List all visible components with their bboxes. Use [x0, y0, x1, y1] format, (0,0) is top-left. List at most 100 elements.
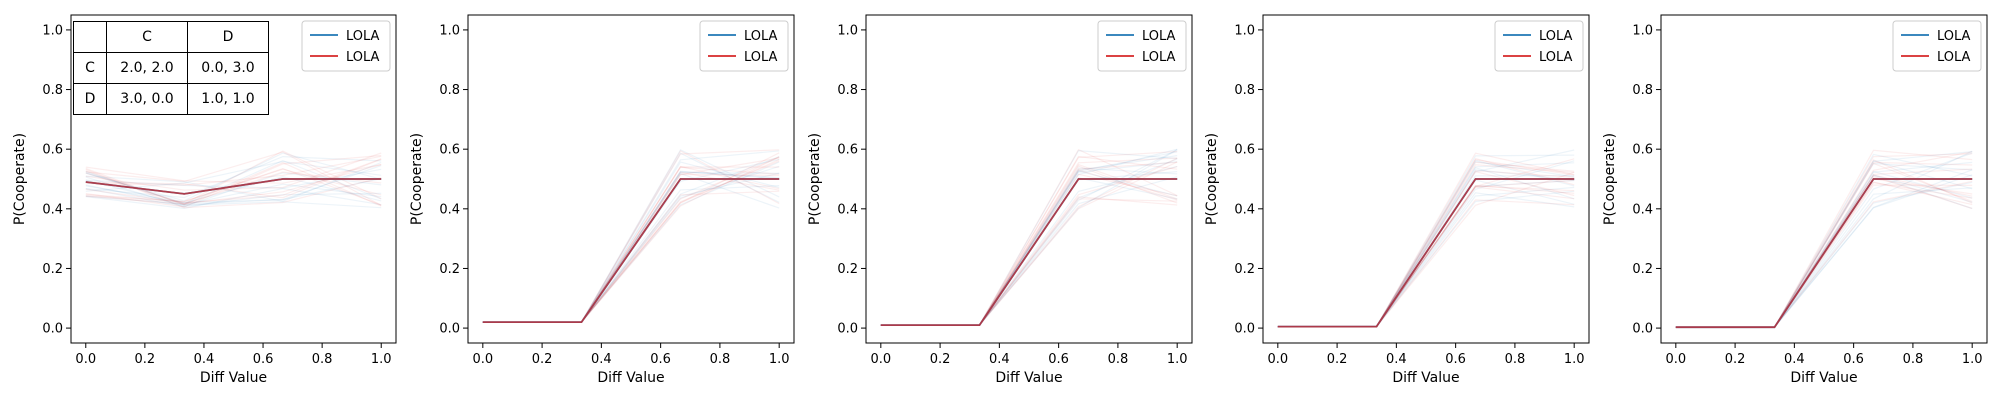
faint-trajectories [1277, 149, 1575, 328]
y-tick-label: 0.0 [1632, 322, 1653, 337]
payoff-row: C 2.0, 2.0 0.0, 3.0 [73, 52, 269, 84]
payoff-col-header: D [187, 21, 269, 53]
x-axis-label: Diff Value [995, 370, 1062, 386]
legend: LOLA LOLA [699, 20, 789, 72]
y-tick-label: 0.4 [42, 202, 63, 217]
axes-frame [1660, 14, 1988, 344]
legend-label: LOLA [1539, 50, 1573, 65]
y-tick-label: 0.8 [1632, 83, 1653, 98]
faint-trajectory [880, 196, 1178, 326]
payoff-row: D 3.0, 0.0 1.0, 1.0 [73, 83, 269, 115]
y-tick-label: 0.8 [42, 83, 63, 98]
x-tick-label: 0.0 [472, 352, 493, 367]
faint-trajectory [1277, 199, 1575, 328]
y-tick-label: 0.0 [1234, 322, 1255, 337]
y-tick-label: 0.6 [837, 143, 858, 158]
y-tick-label: 0.6 [1234, 143, 1255, 158]
y-tick-label: 0.2 [1632, 262, 1653, 277]
x-tick-label: 0.6 [650, 352, 671, 367]
faint-trajectory [85, 184, 382, 209]
faint-trajectory [85, 158, 382, 204]
subplot-1: 0.0 0.2 0.4 0.6 0.8 1.0 0.0 0.2 0.4 0.6 0.8 1.0 Diff… [12, 14, 397, 386]
x-tick-label: 0.4 [1784, 352, 1805, 367]
x-tick-label: 0.8 [1903, 352, 1924, 367]
x-tick-label: 0.2 [1725, 352, 1746, 367]
legend-label: LOLA [1937, 29, 1971, 44]
faint-trajectory [1675, 182, 1973, 328]
payoff-cell: 0.0, 3.0 [187, 52, 269, 84]
y-tick-label: 1.0 [1234, 23, 1255, 38]
x-tick-label: 0.0 [75, 352, 96, 367]
legend-label: LOLA [1539, 29, 1573, 44]
axes-frame [467, 14, 795, 344]
payoff-row-header: D [73, 83, 107, 115]
legend: LOLA LOLA [1494, 20, 1584, 72]
x-tick-label: 1.0 [769, 352, 790, 367]
faint-trajectories [1675, 149, 1973, 328]
x-tick-label: 0.2 [1327, 352, 1348, 367]
y-tick-label: 1.0 [42, 23, 63, 38]
subplot-2: 0.0 0.2 0.4 0.6 0.8 1.0 0.0 0.2 0.4 0.6 0.8 1.0 Diff… [409, 14, 795, 386]
payoff-col-header: C [106, 21, 188, 53]
x-tick-label: 1.0 [1564, 352, 1585, 367]
faint-trajectory [1277, 175, 1575, 328]
y-tick-label: 1.0 [439, 23, 460, 38]
faint-trajectory [85, 178, 382, 206]
legend-label: LOLA [1937, 50, 1971, 65]
legend-frame [1494, 20, 1584, 72]
y-axis-label: P(Cooperate) [12, 133, 28, 225]
legend-label: LOLA [1142, 50, 1176, 65]
series-line-2 [482, 178, 780, 324]
x-tick-label: 0.0 [1665, 352, 1686, 367]
faint-trajectory [1277, 192, 1575, 328]
faint-trajectory [85, 188, 382, 208]
faint-trajectory [85, 155, 382, 186]
payoff-cell: 1.0, 1.0 [187, 83, 269, 115]
faint-trajectory [85, 179, 382, 206]
y-tick-label: 0.4 [837, 202, 858, 217]
y-tick-label: 0.8 [439, 83, 460, 98]
series-line-2 [1675, 178, 1973, 329]
x-tick-label: 0.4 [989, 352, 1010, 367]
y-axis-label: P(Cooperate) [1204, 133, 1220, 225]
x-tick-label: 0.6 [1048, 352, 1069, 367]
y-tick-label: 0.4 [1234, 202, 1255, 217]
subplot-3: 0.0 0.2 0.4 0.6 0.8 1.0 0.0 0.2 0.4 0.6 0.8 1.0 Diff… [807, 14, 1193, 386]
x-tick-label: 0.6 [1843, 352, 1864, 367]
x-tick-label: 0.8 [312, 352, 333, 367]
y-tick-label: 0.2 [42, 262, 63, 277]
legend-frame [1892, 20, 1982, 72]
faint-trajectory [482, 185, 780, 323]
legend-frame [699, 20, 789, 72]
faint-trajectory [85, 152, 382, 202]
y-tick-label: 1.0 [837, 23, 858, 38]
payoff-cell: 3.0, 0.0 [106, 83, 188, 115]
legend: LOLA LOLA [1097, 20, 1187, 72]
faint-trajectory [880, 155, 1178, 326]
x-tick-label: 0.2 [532, 352, 553, 367]
x-tick-label: 0.6 [1445, 352, 1466, 367]
x-axis-label: Diff Value [1790, 370, 1857, 386]
y-tick-label: 0.0 [439, 322, 460, 337]
y-tick-label: 0.2 [1234, 262, 1255, 277]
axes-frame [865, 14, 1193, 344]
axes-frame [1262, 14, 1590, 344]
faint-trajectory [85, 152, 382, 191]
y-tick-label: 0.4 [439, 202, 460, 217]
x-axis-label: Diff Value [597, 370, 664, 386]
faint-trajectory [880, 173, 1178, 326]
faint-trajectory [482, 161, 780, 323]
x-axis-label: Diff Value [1392, 370, 1459, 386]
y-tick-label: 0.6 [1632, 143, 1653, 158]
legend-label: LOLA [346, 29, 380, 44]
faint-trajectory [1675, 149, 1973, 328]
legend-frame [301, 20, 391, 72]
legend: LOLA LOLA [301, 20, 391, 72]
y-tick-label: 0.8 [1234, 83, 1255, 98]
payoff-corner-cell [73, 21, 107, 53]
faint-trajectory [1277, 170, 1575, 328]
series-line-2 [880, 178, 1178, 327]
legend-frame [1097, 20, 1187, 72]
x-tick-label: 0.6 [253, 352, 274, 367]
